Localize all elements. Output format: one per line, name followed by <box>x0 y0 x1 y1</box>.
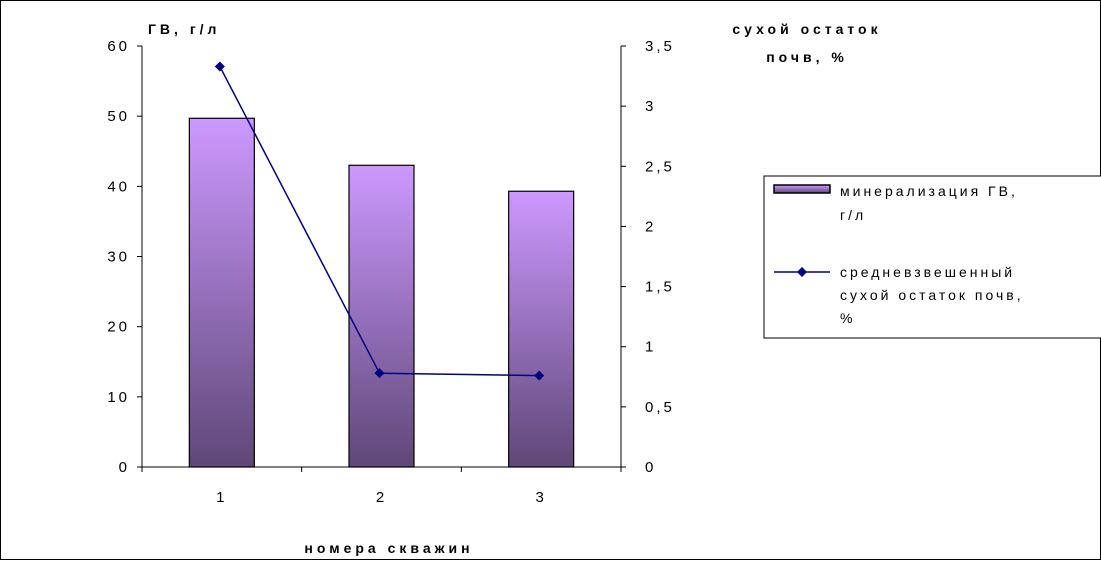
left-y-axis-title: ГВ, г/л <box>148 21 220 37</box>
x-tick-label: 2 <box>376 489 387 506</box>
right-y-tick-label: 2 <box>645 218 656 235</box>
left-y-tick-label: 10 <box>107 389 130 406</box>
legend-swatch-marker <box>797 267 807 277</box>
bar-mineralization <box>348 164 415 468</box>
line-marker <box>534 370 545 381</box>
right-y-tick-label: 1,5 <box>645 279 675 296</box>
legend-label-bar: минерализация ГВ, <box>840 183 1018 199</box>
right-y-axis-title-line1: сухой остаток <box>732 21 881 37</box>
legend-label-line: сухой остаток почв, <box>840 287 1024 303</box>
legend-label-bar: г/л <box>840 207 866 223</box>
right-y-tick-label: 3 <box>645 98 656 115</box>
legend-box <box>763 175 1101 339</box>
right-y-axis-title-line2: почв, % <box>766 49 848 65</box>
left-y-tick-label: 50 <box>107 108 130 125</box>
right-y-tick-label: 0 <box>645 459 656 476</box>
right-y-tick-label: 3,5 <box>645 38 675 55</box>
x-tick-label: 3 <box>535 489 546 506</box>
left-y-tick-label: 60 <box>107 38 130 55</box>
line-marker <box>374 368 385 379</box>
left-y-tick-label: 40 <box>107 178 130 195</box>
x-axis-title: номера скважин <box>304 540 473 556</box>
legend-swatch-bar <box>773 184 831 194</box>
right-y-tick-label: 1 <box>645 339 656 356</box>
left-y-tick-label: 30 <box>107 249 130 266</box>
line-marker <box>214 61 225 72</box>
right-y-tick-label: 2,5 <box>645 158 675 175</box>
legend-label-line: средневзвешенный <box>840 264 1015 280</box>
left-y-tick-label: 0 <box>119 459 130 476</box>
bar-mineralization <box>188 117 255 468</box>
legend-label-line: % <box>840 310 855 326</box>
bar-mineralization <box>508 190 575 468</box>
left-y-tick-label: 20 <box>107 319 130 336</box>
right-y-tick-label: 0,5 <box>645 399 675 416</box>
x-tick-label: 1 <box>216 489 227 506</box>
